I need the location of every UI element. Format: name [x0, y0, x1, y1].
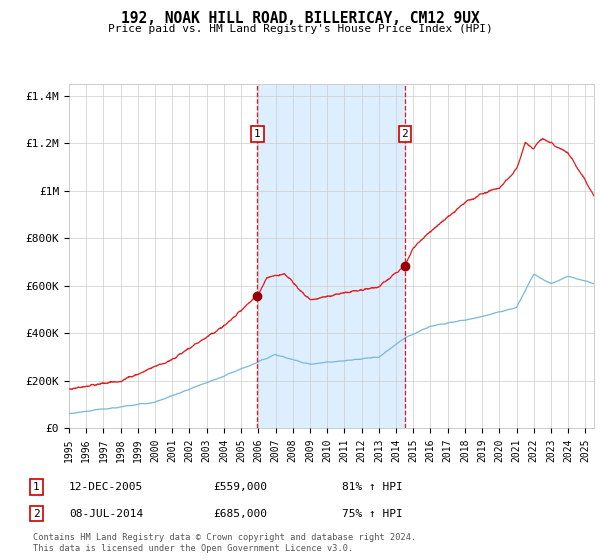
Text: £685,000: £685,000: [213, 508, 267, 519]
Text: 192, NOAK HILL ROAD, BILLERICAY, CM12 9UX: 192, NOAK HILL ROAD, BILLERICAY, CM12 9U…: [121, 11, 479, 26]
Text: 75% ↑ HPI: 75% ↑ HPI: [342, 508, 403, 519]
Text: 1: 1: [33, 482, 40, 492]
Text: 08-JUL-2014: 08-JUL-2014: [69, 508, 143, 519]
Text: Price paid vs. HM Land Registry's House Price Index (HPI): Price paid vs. HM Land Registry's House …: [107, 24, 493, 34]
Text: 81% ↑ HPI: 81% ↑ HPI: [342, 482, 403, 492]
Bar: [257, 84, 405, 428]
Text: 1: 1: [254, 129, 261, 139]
Text: Contains HM Land Registry data © Crown copyright and database right 2024.
This d: Contains HM Land Registry data © Crown c…: [33, 534, 416, 553]
Text: 2: 2: [401, 129, 409, 139]
Text: 2: 2: [33, 508, 40, 519]
Text: £559,000: £559,000: [213, 482, 267, 492]
Text: 12-DEC-2005: 12-DEC-2005: [69, 482, 143, 492]
